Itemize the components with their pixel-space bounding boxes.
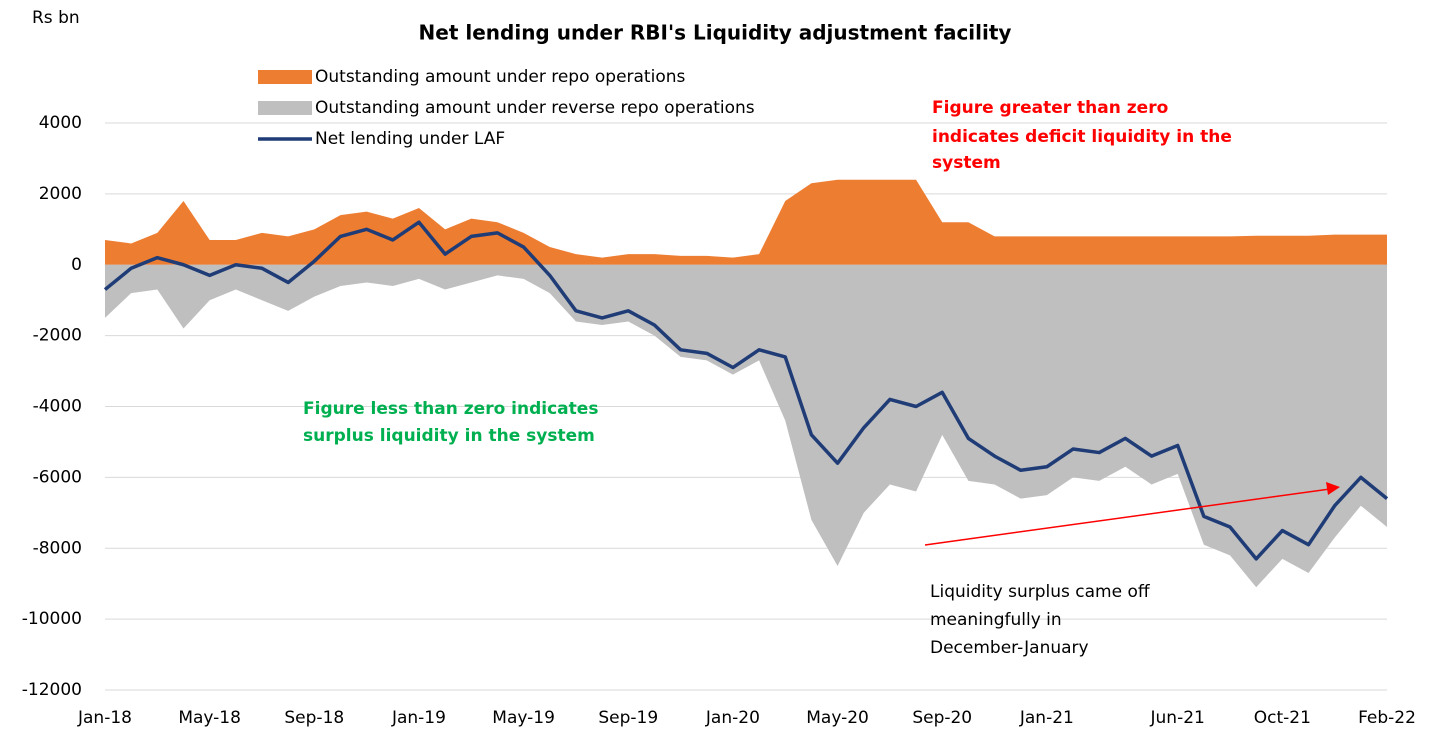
area — [105, 264, 1387, 588]
y-axis-label: Rs bn — [32, 8, 80, 28]
annotation-arrow — [924, 488, 1331, 546]
legend-label: Net lending under LAF — [315, 129, 505, 149]
plot: 4000 2000 0 -2000 -4000 -6000 -8000 -10000 -1200… — [22, 113, 1416, 728]
y-tick-label: 2000 — [39, 184, 82, 204]
annotation: December-January — [930, 638, 1089, 658]
y-tick-label: 4000 — [39, 113, 82, 133]
area — [105, 179, 1387, 265]
y-tick-label: -10000 — [22, 609, 82, 629]
annotation: indicates deficit liquidity in the — [932, 127, 1232, 147]
y-tick-label: -4000 — [33, 397, 82, 417]
x-tick-label: Jun-21 — [1150, 708, 1205, 728]
x-tick-label: Jan-21 — [1019, 708, 1074, 728]
x-tick-label: Sep-18 — [284, 708, 344, 728]
annotation: Liquidity surplus came off — [930, 582, 1151, 602]
annotation: meaningfully in — [930, 610, 1062, 630]
chart-title: Net lending under RBI's Liquidity adjust… — [419, 21, 1012, 45]
x-tick-label: May-20 — [806, 708, 869, 728]
legend-swatch — [258, 101, 312, 115]
legend-swatch — [258, 70, 312, 84]
legend-label: Outstanding amount under reverse repo op… — [315, 98, 755, 118]
x-tick-label: Jan-20 — [705, 708, 760, 728]
y-tick-label: -2000 — [33, 326, 82, 346]
arrow-head — [1326, 482, 1340, 495]
x-tick-label: Jan-19 — [391, 708, 446, 728]
x-tick-label: Oct-21 — [1254, 708, 1311, 728]
legend-label: Outstanding amount under repo operations — [315, 67, 685, 87]
annotation: Figure greater than zero — [932, 98, 1168, 118]
annotation: surplus liquidity in the system — [303, 426, 595, 446]
x-tick-label: May-18 — [178, 708, 241, 728]
x-tick-label: Jan-18 — [77, 708, 132, 728]
annotation: system — [932, 153, 1001, 173]
x-tick-label: Feb-22 — [1358, 708, 1416, 728]
x-tick-label: Sep-20 — [912, 708, 972, 728]
line — [103, 220, 1389, 561]
y-tick-label: -8000 — [33, 538, 82, 558]
y-tick-label: -6000 — [33, 467, 82, 487]
x-tick-label: May-19 — [492, 708, 555, 728]
y-tick-label: -12000 — [22, 680, 82, 700]
annotation: Figure less than zero indicates — [303, 399, 598, 419]
x-tick-label: Sep-19 — [598, 708, 658, 728]
y-tick-label: 0 — [71, 255, 82, 275]
